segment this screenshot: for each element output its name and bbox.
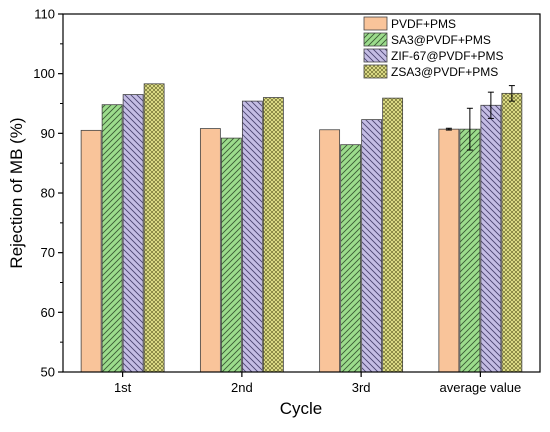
bar-1-3 [319, 129, 341, 373]
legend-label-3: ZIF-67@PVDF+PMS [391, 49, 504, 63]
bar-2-3 [340, 144, 362, 373]
error-bar-3-4 [487, 91, 494, 119]
y-tick-label-4: 80 [41, 186, 55, 201]
x-tick-label-1: 1st [114, 380, 132, 395]
x-axis-title: Cycle [280, 399, 323, 418]
y-axis-title: Rejection of MB (%) [7, 117, 26, 268]
bar-4-2 [262, 97, 284, 373]
legend-label-1: PVDF+PMS [391, 17, 456, 31]
x-tick-label-4: average value [440, 380, 522, 395]
legend-label-4: ZSA3@PVDF+PMS [391, 65, 498, 79]
bar-4-1 [143, 83, 165, 373]
legend-swatch-3 [363, 48, 388, 63]
bar-4-3 [382, 97, 404, 373]
y-tick-label-6: 100 [33, 66, 55, 81]
bar-2-2 [220, 137, 242, 373]
legend-swatch-1 [363, 16, 388, 31]
bar-1-2 [199, 128, 221, 373]
y-tick-label-3: 70 [41, 245, 55, 260]
error-bar-4-4 [508, 85, 515, 102]
legend-swatch-2 [363, 32, 388, 47]
y-tick-label-2: 60 [41, 305, 55, 320]
x-tick-label-3: 3rd [352, 380, 371, 395]
x-tick-label-2: 2nd [231, 380, 253, 395]
y-tick-label-5: 90 [41, 126, 55, 141]
y-axis: 50 60 70 80 90 100 110 [33, 7, 63, 380]
y-tick-label-1: 50 [41, 365, 55, 380]
bar-2-4 [459, 128, 481, 373]
bar-1-1 [80, 129, 102, 373]
error-bar-1-4 [445, 127, 452, 131]
bar-3-4 [480, 104, 502, 373]
legend-label-2: SA3@PVDF+PMS [391, 33, 491, 47]
bar-3-2 [241, 100, 263, 373]
legend: PVDF+PMS SA3@PVDF+PMS ZIF-67@PVDF+PMS ZSA3@… [363, 16, 504, 79]
bar-3-3 [361, 119, 383, 373]
error-bar-2-4 [466, 107, 473, 151]
bars-layer [80, 83, 523, 373]
bar-2-1 [101, 104, 123, 373]
bar-4-4 [501, 92, 523, 373]
bar-1-4 [438, 128, 460, 373]
x-axis: 1st 2nd 3rd average value [114, 372, 521, 395]
error-bars-layer [445, 85, 515, 151]
bar-3-1 [122, 94, 144, 373]
y-tick-label-7: 110 [34, 7, 55, 22]
legend-swatch-4 [363, 64, 388, 79]
